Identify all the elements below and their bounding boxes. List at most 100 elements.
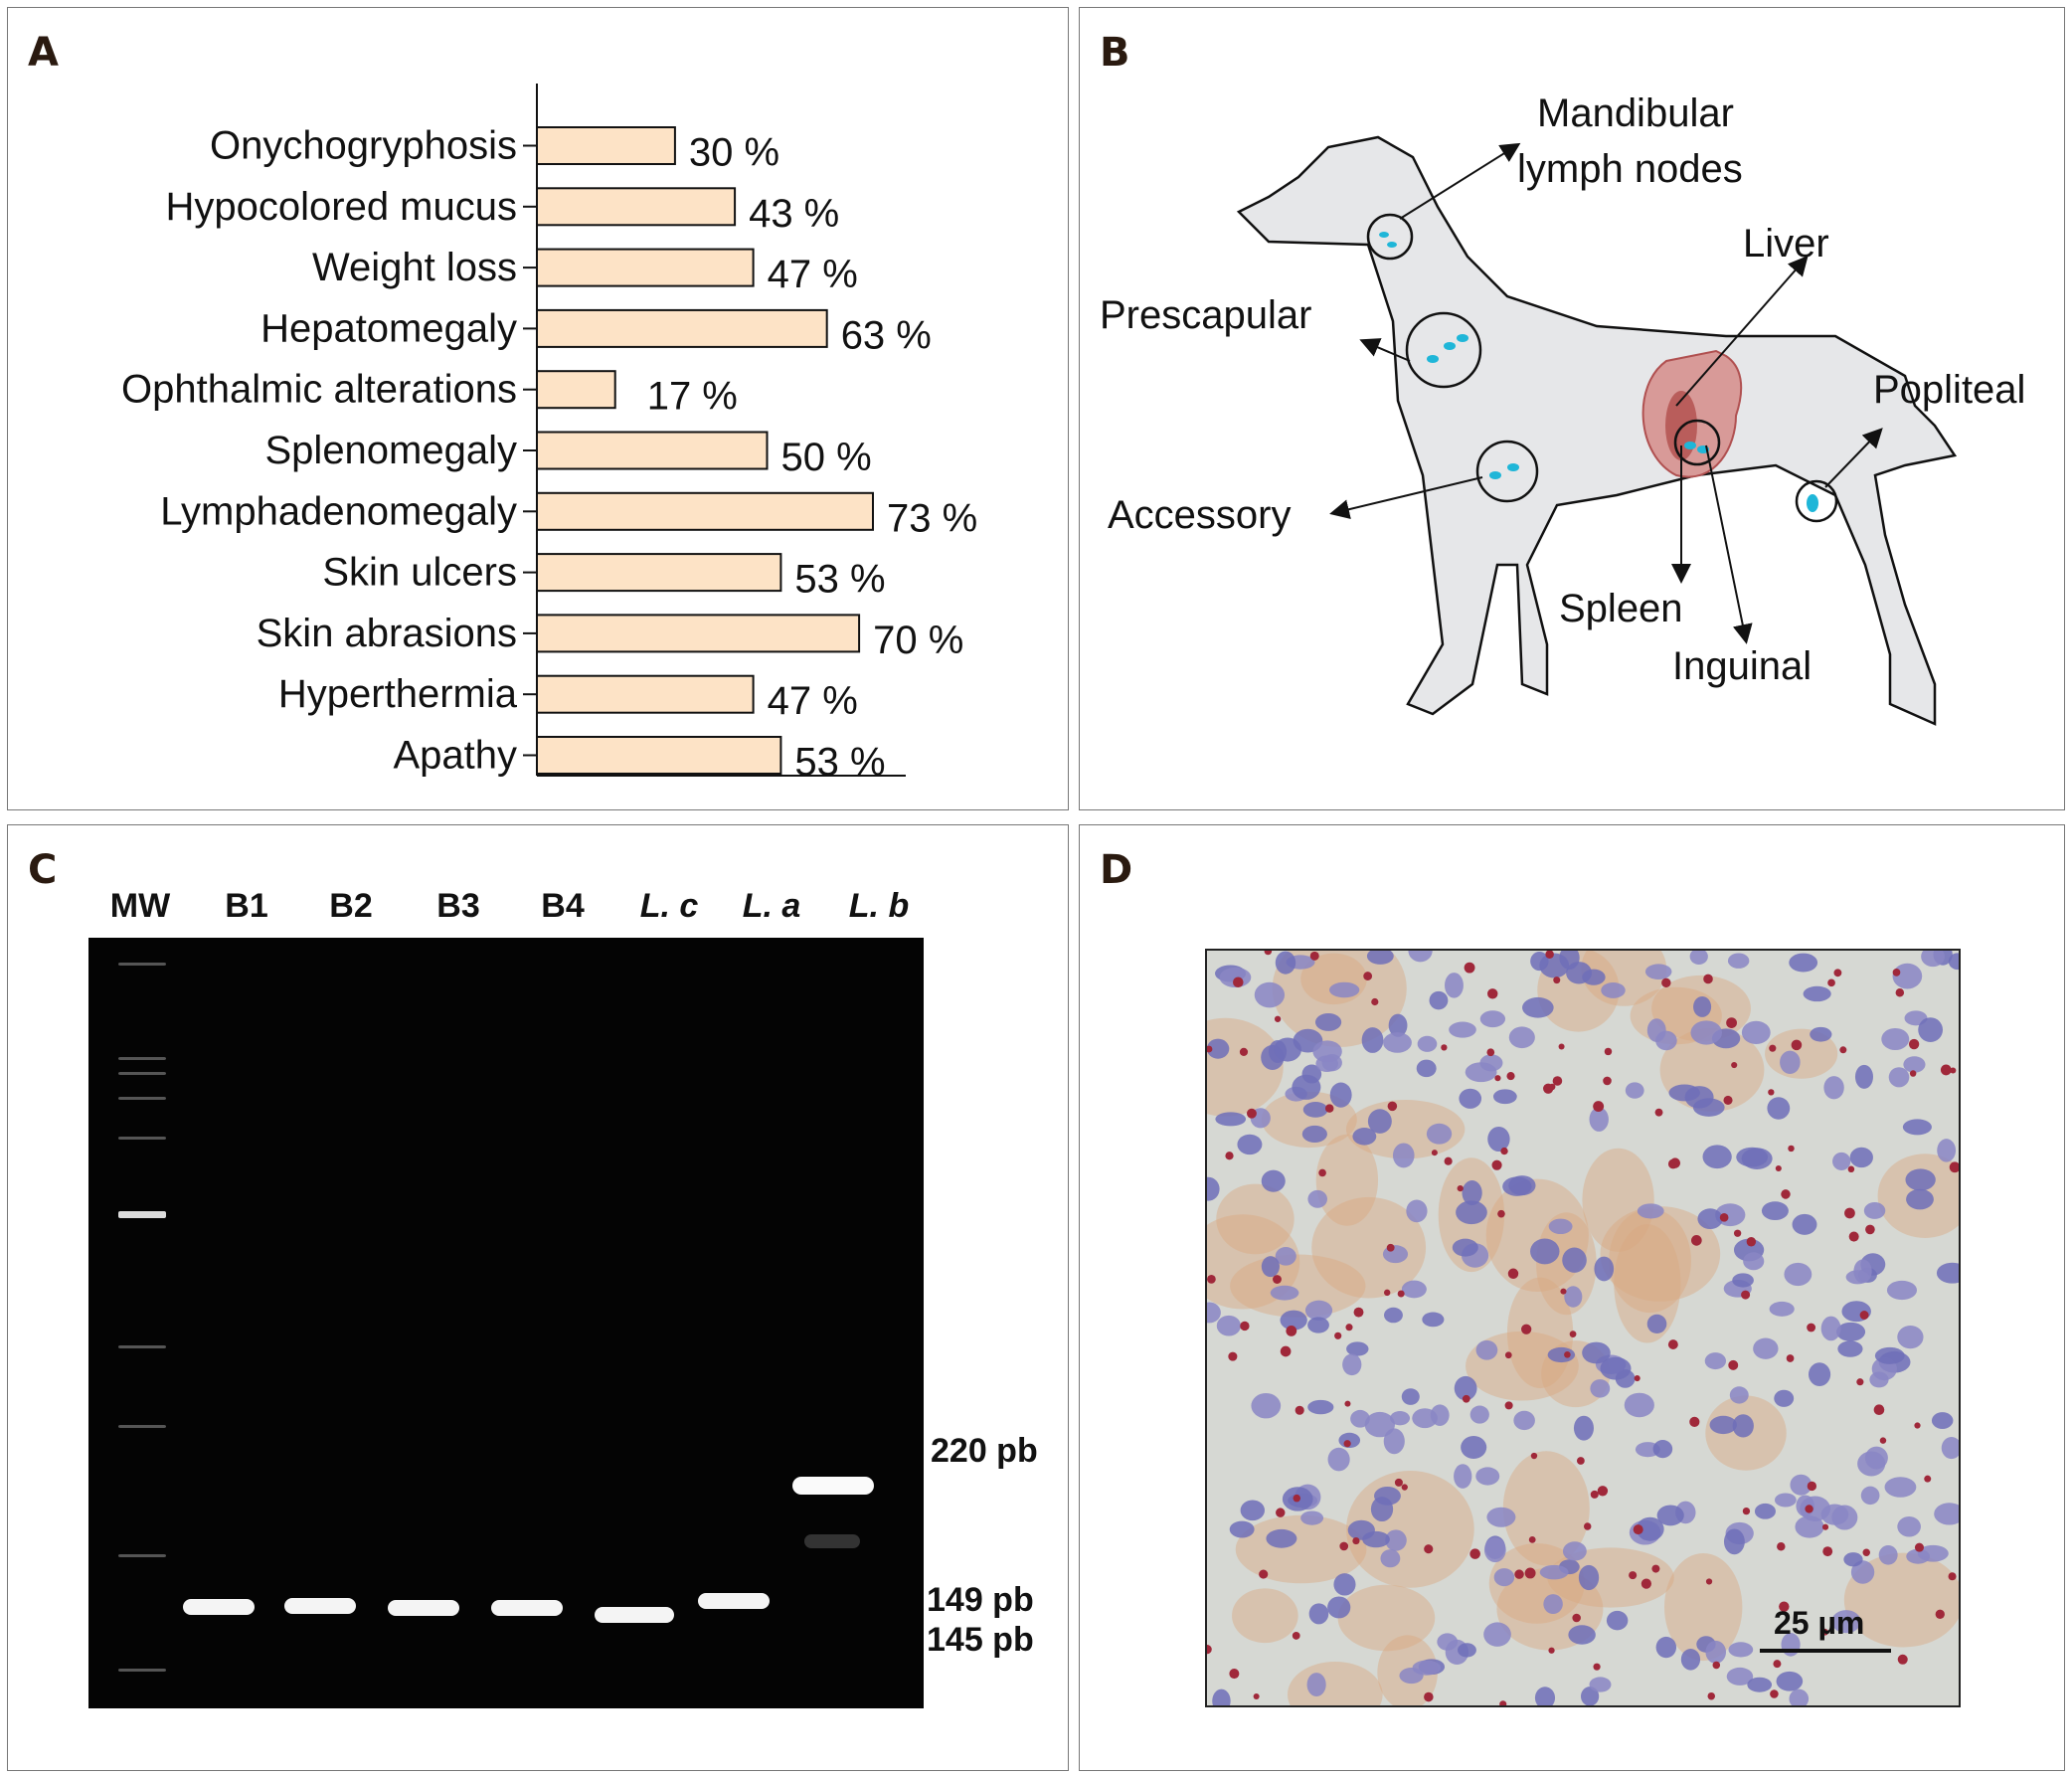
bar [536,126,676,165]
amastigote [1295,1405,1304,1415]
nucleus [1903,1056,1926,1073]
amastigote [1247,1108,1257,1119]
amastigote [1723,1095,1733,1105]
nucleus [1534,1687,1556,1705]
ladder-band [118,1345,166,1348]
amastigote [1770,1689,1779,1698]
nucleus [1406,1199,1428,1223]
nucleus [1897,1325,1924,1349]
amastigote [1457,1184,1464,1192]
nucleus [1668,1084,1700,1102]
nucleus [1884,1477,1917,1498]
cytoplasm [1272,951,1407,1047]
value-label: 73 % [887,496,977,540]
nucleus [1774,1493,1797,1508]
nucleus [1493,1568,1515,1587]
nucleus [1212,1688,1231,1705]
amastigote [1344,1400,1351,1407]
nucleus [1270,1285,1299,1301]
amastigote [1839,1046,1847,1054]
amastigote [1500,1147,1508,1155]
amastigote [1777,1542,1786,1551]
nucleus [1769,1301,1795,1317]
amastigote [1264,951,1273,956]
nucleus [1458,1643,1476,1658]
nucleus [1454,1375,1477,1401]
nucleus [1307,1317,1329,1333]
value-label: 53 % [794,741,885,785]
amastigote [1807,1323,1816,1332]
amastigote [1239,1047,1249,1056]
cytoplasm [1547,1547,1674,1608]
nucleus [1625,1082,1644,1099]
nucleus [1921,951,1945,968]
amastigote [1504,1351,1512,1359]
amastigote [1661,977,1671,988]
value-label: 70 % [873,619,963,662]
amastigote [1569,1331,1577,1338]
pointer-arrows [1329,142,1883,644]
nucleus [1462,1180,1482,1206]
nucleus [1483,1622,1511,1647]
amastigote [1276,1508,1286,1517]
lane-label: B1 [225,887,268,925]
lane-label: L. a [742,887,801,925]
amastigote [1543,1083,1554,1094]
value-label: 43 % [749,192,839,236]
bar [536,308,828,348]
amastigote [1707,1691,1716,1700]
amastigote [1424,1691,1434,1702]
ladder-band [118,1425,166,1428]
amastigote [1228,1351,1238,1361]
ladder-band [118,1669,166,1672]
ladder-band [118,963,166,966]
nucleus [1366,951,1394,965]
cytoplasm [1288,1661,1383,1705]
amastigote [1469,1548,1480,1559]
amastigote [1940,1064,1952,1076]
nucleus [1582,1341,1611,1364]
nucleus [1723,1528,1745,1555]
amastigote [1504,1401,1513,1410]
amastigote [1821,1523,1829,1530]
value-label: 17 % [647,375,738,419]
nucleus [1383,1307,1403,1324]
amastigote [1548,1647,1555,1654]
amastigote [1949,1161,1959,1173]
amastigote [1524,1567,1536,1579]
nucleus [1342,1353,1362,1376]
nucleus [1792,1213,1817,1235]
amastigote [1805,1505,1813,1513]
nucleus [1492,1089,1517,1105]
amastigote [1371,997,1379,1006]
nucleus [1689,951,1708,965]
amastigote [1909,1070,1917,1077]
nucleus [1274,1037,1301,1062]
nucleus [1461,1436,1487,1460]
amastigote [1773,1660,1782,1669]
amastigote [1397,1290,1405,1298]
amastigote [1593,1663,1601,1671]
nucleus [1314,1012,1342,1031]
nucleus [1705,1640,1727,1664]
amastigote [1207,1274,1216,1284]
nucleus [1564,1286,1583,1308]
cytoplasm [1337,1584,1436,1652]
nucleus [1644,964,1672,979]
nucleus [1728,1642,1754,1658]
nucleus [1624,1392,1654,1418]
nucleus [1892,963,1923,989]
nucleus [1513,1410,1535,1431]
category-label: Hepatomegaly [260,306,517,350]
nucleus [1346,1341,1369,1356]
nucleus [1820,1316,1841,1341]
dna-band [792,1477,874,1495]
panel-d-micrograph: D 25 µm [1079,824,2065,1771]
nucleus [1732,1414,1754,1438]
amastigote [1334,1332,1342,1339]
nucleus [1548,1218,1573,1235]
panel-label: B [1100,30,1130,76]
nucleus [1483,1537,1506,1563]
band-label-149: 149 pb [927,1581,1034,1619]
cytoplasm [1207,1214,1300,1310]
